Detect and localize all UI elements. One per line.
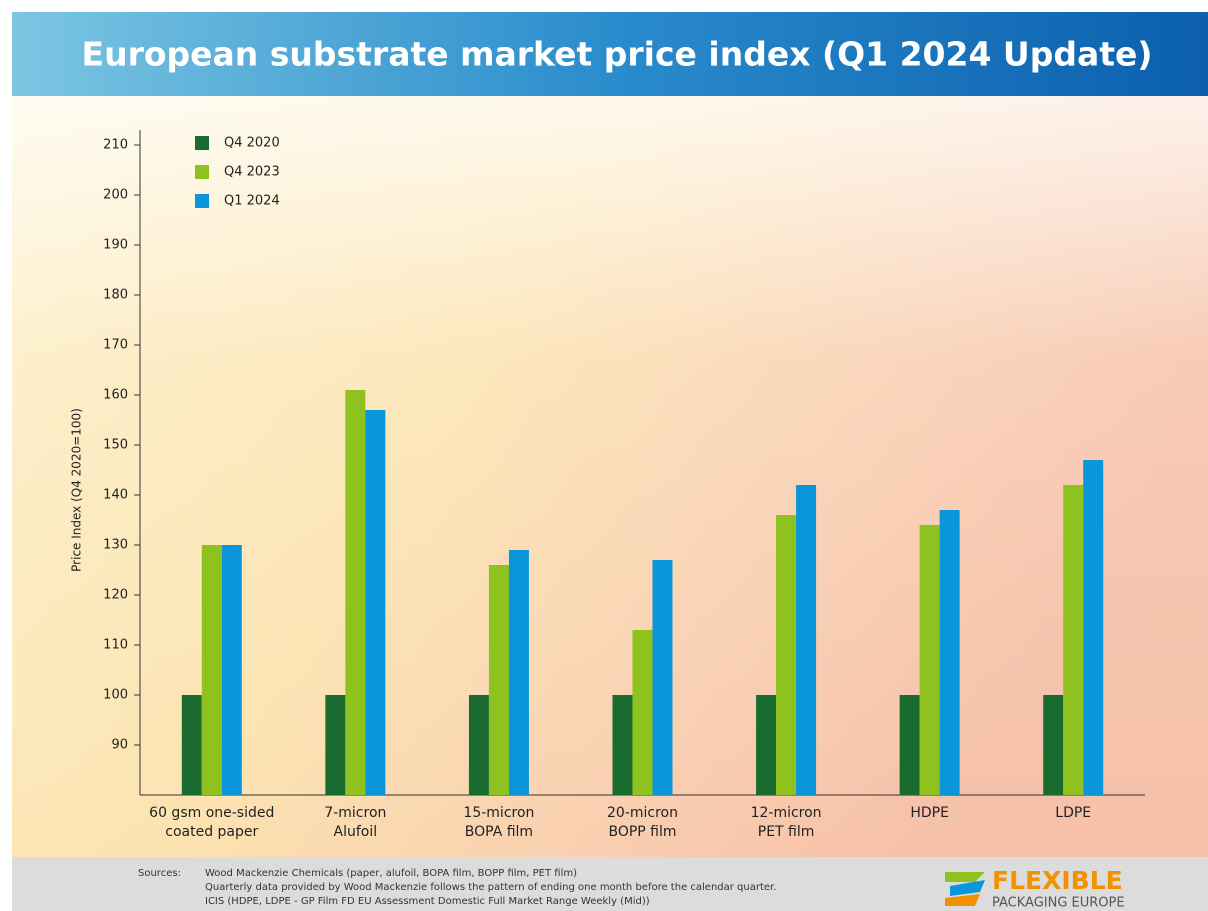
bar [488,565,509,795]
bar [632,630,653,795]
bar [325,695,346,795]
bar [201,545,222,795]
bar [796,485,817,795]
y-tick-label: 160 [103,388,128,403]
y-tick-label: 140 [103,488,128,503]
bar [652,560,673,795]
source-line: Wood Mackenzie Chemicals (paper, alufoil… [205,868,577,879]
x-tick-label: HDPE [910,805,949,821]
logo-text: FLEXIBLE [992,866,1123,895]
x-tick-label: BOPP film [608,824,676,840]
sources-label: Sources: [138,868,181,879]
bar [345,390,366,795]
x-tick-label: 15-micron [463,805,534,821]
y-tick-label: 150 [103,438,128,453]
legend-swatch [195,136,209,150]
bar [1063,485,1084,795]
bar [468,695,489,795]
logo-stripe [945,872,985,882]
y-tick-label: 120 [103,588,128,603]
bar [181,695,202,795]
legend-label: Q1 2024 [224,194,280,209]
y-tick-label: 90 [111,738,128,753]
chart-title: European substrate market price index (Q… [82,35,1153,74]
x-tick-label: 12-micron [751,805,822,821]
x-tick-label: 7-micron [324,805,386,821]
bar [365,410,386,795]
y-tick-label: 190 [103,238,128,253]
bar [756,695,777,795]
x-tick-label: Alufoil [334,824,378,840]
legend-label: Q4 2023 [224,165,280,180]
bar [776,515,797,795]
y-tick-label: 180 [103,288,128,303]
bar [919,525,940,795]
logo-stripe [945,894,980,906]
bar [939,510,960,795]
y-tick-label: 200 [103,188,128,203]
x-tick-label: 20-micron [607,805,678,821]
legend-swatch [195,194,209,208]
y-axis-label: Price Index (Q4 2020=100) [70,408,84,572]
logo-stripe [950,880,985,896]
bar [899,695,920,795]
legend-label: Q4 2020 [224,136,280,151]
source-line: Quarterly data provided by Wood Mackenzi… [205,882,776,893]
x-tick-label: 60 gsm one-sided [149,805,274,821]
x-tick-label: BOPA film [465,824,533,840]
bar [612,695,633,795]
title-banner [12,12,1208,96]
logo: FLEXIBLE PACKAGING EUROPE [945,866,1125,911]
y-tick-label: 210 [103,138,128,153]
legend-swatch [195,165,209,179]
footer [12,857,1208,911]
y-tick-label: 130 [103,538,128,553]
y-tick-label: 100 [103,688,128,703]
y-tick-label: 110 [103,638,128,653]
x-tick-label: PET film [758,824,815,840]
y-tick-label: 170 [103,338,128,353]
logo-subtext: PACKAGING EUROPE [992,896,1125,911]
x-tick-label: LDPE [1055,805,1091,821]
source-line: ICIS (HDPE, LDPE - GP Film FD EU Assessm… [205,896,650,907]
bar [508,550,529,795]
bar [1043,695,1064,795]
bar [221,545,242,795]
x-tick-label: coated paper [165,824,258,840]
bar [1083,460,1104,795]
